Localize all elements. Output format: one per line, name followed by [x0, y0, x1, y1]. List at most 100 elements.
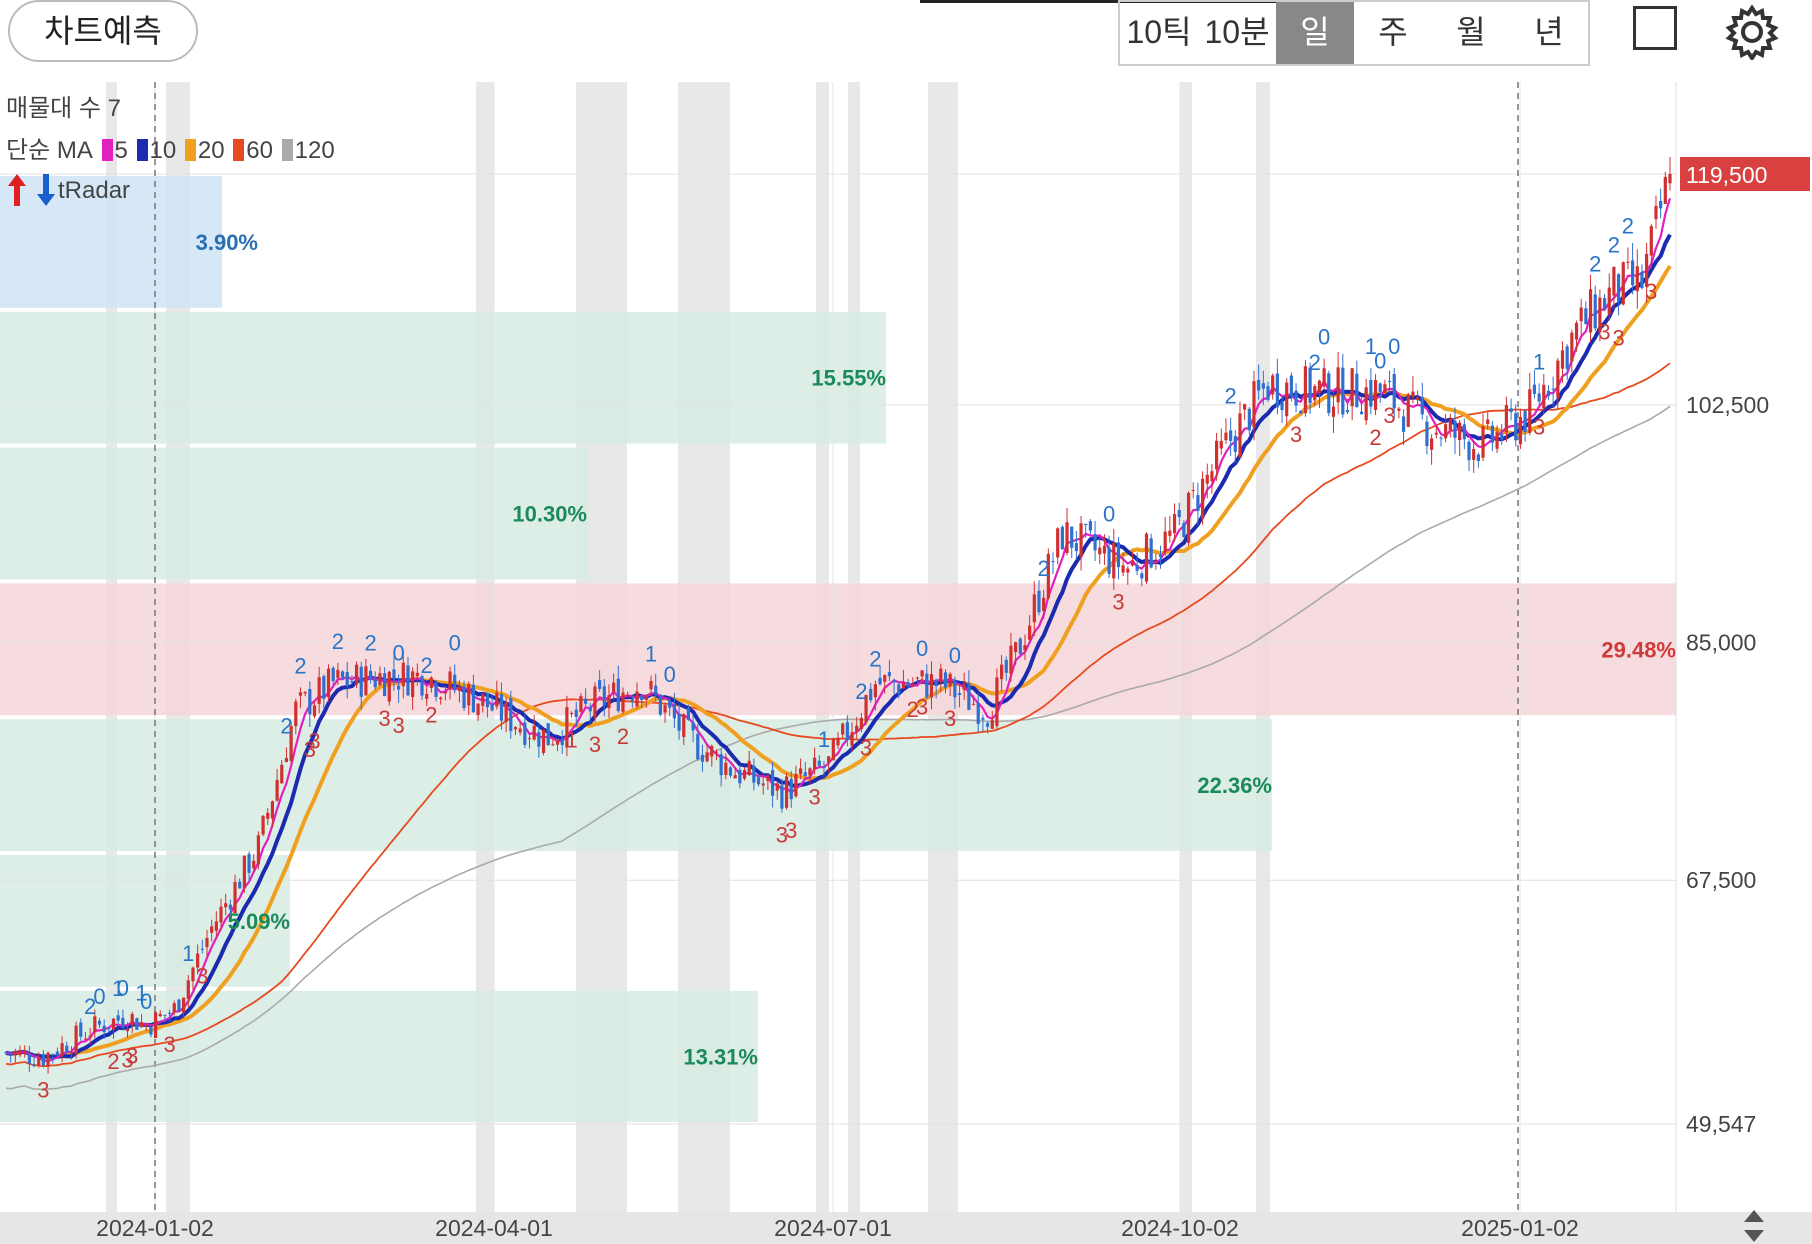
tradar-mark-label: 2: [1589, 252, 1601, 277]
candle-body: [1495, 431, 1499, 449]
chart-predict-button[interactable]: 차트예측: [8, 0, 198, 62]
candle-body: [373, 679, 377, 688]
candle-body: [855, 725, 859, 732]
candle-body: [83, 1038, 88, 1040]
volume-zone: [0, 583, 1676, 716]
tradar-mark-label: 0: [140, 989, 152, 1014]
gear-icon[interactable]: [1724, 4, 1780, 60]
candle-body: [1252, 381, 1256, 428]
candle-body: [60, 1043, 64, 1057]
tradar-mark-label: 0: [1374, 348, 1386, 373]
volume-zone-percent: 29.48%: [1601, 637, 1676, 662]
candle-body: [102, 1025, 106, 1033]
candle-body: [149, 1027, 153, 1035]
candle-body: [1472, 449, 1476, 460]
candle-body: [911, 684, 915, 686]
tradar-mark-label: 2: [425, 703, 437, 728]
candle-body: [733, 775, 737, 779]
candle-body: [1645, 253, 1649, 287]
ma5-label: 5: [114, 137, 128, 164]
scroll-arrows-icon[interactable]: [1744, 1210, 1764, 1242]
candle-body: [387, 671, 391, 702]
candle-body: [780, 785, 784, 809]
tradar-mark-label: 3: [944, 706, 956, 731]
candle-body: [1570, 332, 1574, 362]
candle-body: [1383, 384, 1387, 393]
candle-body: [51, 1054, 55, 1056]
candle-body: [799, 768, 803, 775]
volume-zone-percent: 15.55%: [811, 366, 886, 391]
candle-body: [1607, 287, 1611, 315]
candle-body: [892, 679, 896, 683]
candle-body: [354, 664, 359, 685]
period-10-min[interactable]: 10분: [1204, 14, 1270, 50]
candle-body: [869, 688, 873, 701]
candle-body: [336, 669, 340, 678]
period-day[interactable]: 일: [1276, 2, 1354, 64]
tradar-mark-label: 2: [280, 713, 292, 738]
candle-body: [1135, 565, 1139, 571]
candle-body: [1397, 408, 1401, 411]
candle-body: [537, 732, 541, 747]
candle-body: [976, 702, 980, 724]
candle-body: [1504, 405, 1509, 433]
candle-body: [121, 1017, 125, 1028]
tradar-mark-label: 0: [93, 984, 105, 1009]
candle-body: [962, 683, 966, 690]
candle-body: [1070, 526, 1074, 548]
tradar-mark-label: 3: [785, 818, 797, 843]
period-selector: 10틱 10분 일 주 월 년: [1118, 0, 1590, 66]
period-10-tick[interactable]: 10틱: [1126, 14, 1192, 50]
candle-body: [1626, 261, 1630, 263]
candle-body: [1415, 397, 1420, 400]
tradar-mark-label: 3: [1533, 415, 1545, 440]
candle-body: [107, 1027, 111, 1030]
period-year[interactable]: 년: [1534, 14, 1564, 50]
tradar-mark-label: 3: [308, 728, 320, 753]
candle-body: [1229, 430, 1233, 441]
candle-body: [1514, 413, 1518, 441]
candle-body: [79, 1022, 83, 1037]
candle-body: [350, 681, 354, 683]
volume-profile-zones: [0, 176, 1676, 1122]
fullscreen-icon[interactable]: [1633, 6, 1677, 50]
tradar-mark-label: 3: [196, 964, 208, 989]
candle-body: [742, 769, 747, 779]
candle-body: [943, 672, 948, 688]
candle-body: [784, 776, 789, 808]
candle-body: [1257, 380, 1261, 391]
candle-body: [897, 684, 901, 695]
candle-body: [1322, 368, 1326, 387]
candle-body: [612, 682, 616, 692]
ma20-label: 20: [197, 137, 225, 164]
tradar-mark-label: 2: [294, 653, 306, 678]
candle-body: [116, 1015, 120, 1021]
candle-body: [1102, 545, 1107, 554]
tradar-mark-label: 0: [949, 643, 961, 668]
candle-body: [1130, 560, 1135, 566]
candle-body: [1556, 360, 1560, 398]
candle-body: [1602, 298, 1607, 310]
candle-body: [920, 670, 924, 677]
candle-body: [69, 1052, 74, 1054]
candle-body: [1439, 437, 1443, 439]
candle-body: [65, 1045, 69, 1053]
period-week[interactable]: 주: [1378, 14, 1408, 50]
volume-profile-legend: 매물대 수 7: [6, 95, 122, 122]
candle-body: [1126, 568, 1130, 573]
volume-zone-percent: 13.31%: [683, 1044, 758, 1069]
candle-body: [1565, 346, 1569, 369]
candle-body: [1621, 262, 1625, 305]
tradar-mark-label: 3: [126, 1043, 138, 1068]
candle-body: [579, 696, 583, 712]
candle-body: [139, 1022, 144, 1027]
candle-body: [1289, 375, 1293, 397]
candle-body: [1612, 266, 1616, 296]
candle-body: [125, 1028, 130, 1032]
candle-body: [1046, 553, 1050, 599]
period-month[interactable]: 월: [1456, 14, 1486, 50]
candle-body: [1172, 514, 1177, 534]
candle-body: [111, 1018, 116, 1030]
candle-body: [312, 705, 317, 717]
